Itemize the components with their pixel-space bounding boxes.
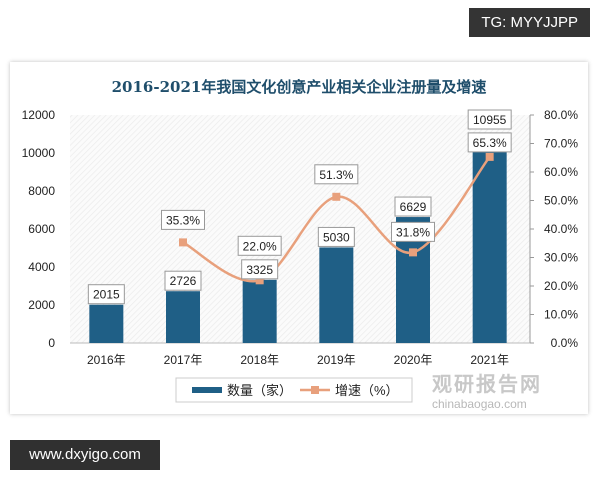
- left-tick-label: 6000: [28, 222, 55, 236]
- right-tick-label: 50.0%: [544, 194, 578, 208]
- bar-data-label-box: [87, 284, 125, 305]
- bar: [242, 279, 277, 343]
- bar-data-label: 6629: [400, 200, 427, 214]
- x-tick-label: 2019年: [317, 353, 356, 367]
- left-tick-label: 12000: [22, 108, 56, 122]
- chart-title: 2016-2021年我国文化创意产业相关企业注册量及增速: [111, 78, 487, 96]
- bar-data-label-box: [394, 196, 432, 217]
- right-tick-label: 10.0%: [544, 308, 578, 322]
- growth-data-label: 65.3%: [473, 136, 507, 150]
- bar-data-label: 2726: [170, 274, 197, 288]
- bar-data-label: 10955: [473, 113, 507, 127]
- left-tick-label: 4000: [28, 260, 55, 274]
- bar-data-label-box: [467, 109, 512, 130]
- bar-data-label-box: [164, 270, 202, 291]
- growth-data-label: 51.3%: [319, 168, 353, 182]
- plot-area: [70, 115, 530, 343]
- bar: [166, 291, 200, 343]
- x-tick-label: 2021年: [470, 353, 509, 367]
- growth-data-label-box: [314, 164, 359, 185]
- growth-data-label-box: [391, 221, 435, 242]
- growth-marker: [409, 248, 417, 257]
- right-tick-label: 40.0%: [544, 222, 578, 236]
- bar: [472, 134, 507, 343]
- growth-marker: [485, 152, 494, 161]
- left-tick-label: 2000: [28, 298, 55, 312]
- legend-line-marker: [311, 386, 319, 394]
- site-label: www.dxyigo.com: [10, 440, 160, 470]
- bar-data-label-box: [241, 259, 279, 280]
- legend-bar-label: 数量（家）: [227, 383, 292, 398]
- bar: [319, 247, 354, 343]
- growth-marker: [179, 238, 187, 247]
- growth-data-label: 22.0%: [243, 239, 277, 253]
- x-tick-label: 2018年: [240, 353, 279, 367]
- right-tick-label: 70.0%: [544, 137, 578, 151]
- right-tick-label: 80.0%: [544, 108, 578, 122]
- x-tick-label: 2016年: [87, 353, 126, 367]
- growth-data-label-box: [161, 209, 205, 230]
- x-tick-label: 2020年: [394, 353, 433, 367]
- growth-marker: [255, 276, 264, 285]
- growth-data-label: 31.8%: [396, 225, 430, 239]
- left-tick-label: 10000: [22, 146, 56, 160]
- left-tick-label: 0: [48, 336, 55, 350]
- growth-marker: [332, 192, 341, 201]
- watermark: 观研报告网 chinabaogao.com: [432, 368, 542, 411]
- growth-data-label: 35.3%: [166, 213, 200, 227]
- right-tick-label: 0.0%: [551, 336, 579, 350]
- bar-data-label: 2015: [93, 288, 120, 302]
- right-tick-label: 20.0%: [544, 279, 578, 293]
- watermark-cn: 观研报告网: [432, 374, 542, 396]
- bar-data-label-box: [317, 226, 355, 247]
- right-tick-label: 60.0%: [544, 165, 578, 179]
- growth-data-label-box: [467, 132, 512, 153]
- tg-label: TG: MYYJJPP: [469, 8, 590, 37]
- bar-data-label: 5030: [323, 230, 350, 244]
- bar-data-label: 3325: [246, 263, 273, 277]
- growth-data-label-box: [237, 235, 282, 256]
- x-tick-label: 2017年: [164, 353, 203, 367]
- bar: [89, 304, 124, 343]
- legend-bar-swatch: [192, 387, 222, 393]
- watermark-url: chinabaogao.com: [432, 397, 527, 411]
- right-tick-label: 30.0%: [544, 251, 578, 265]
- legend-line-label: 增速（%）: [335, 383, 399, 398]
- left-tick-label: 8000: [28, 184, 55, 198]
